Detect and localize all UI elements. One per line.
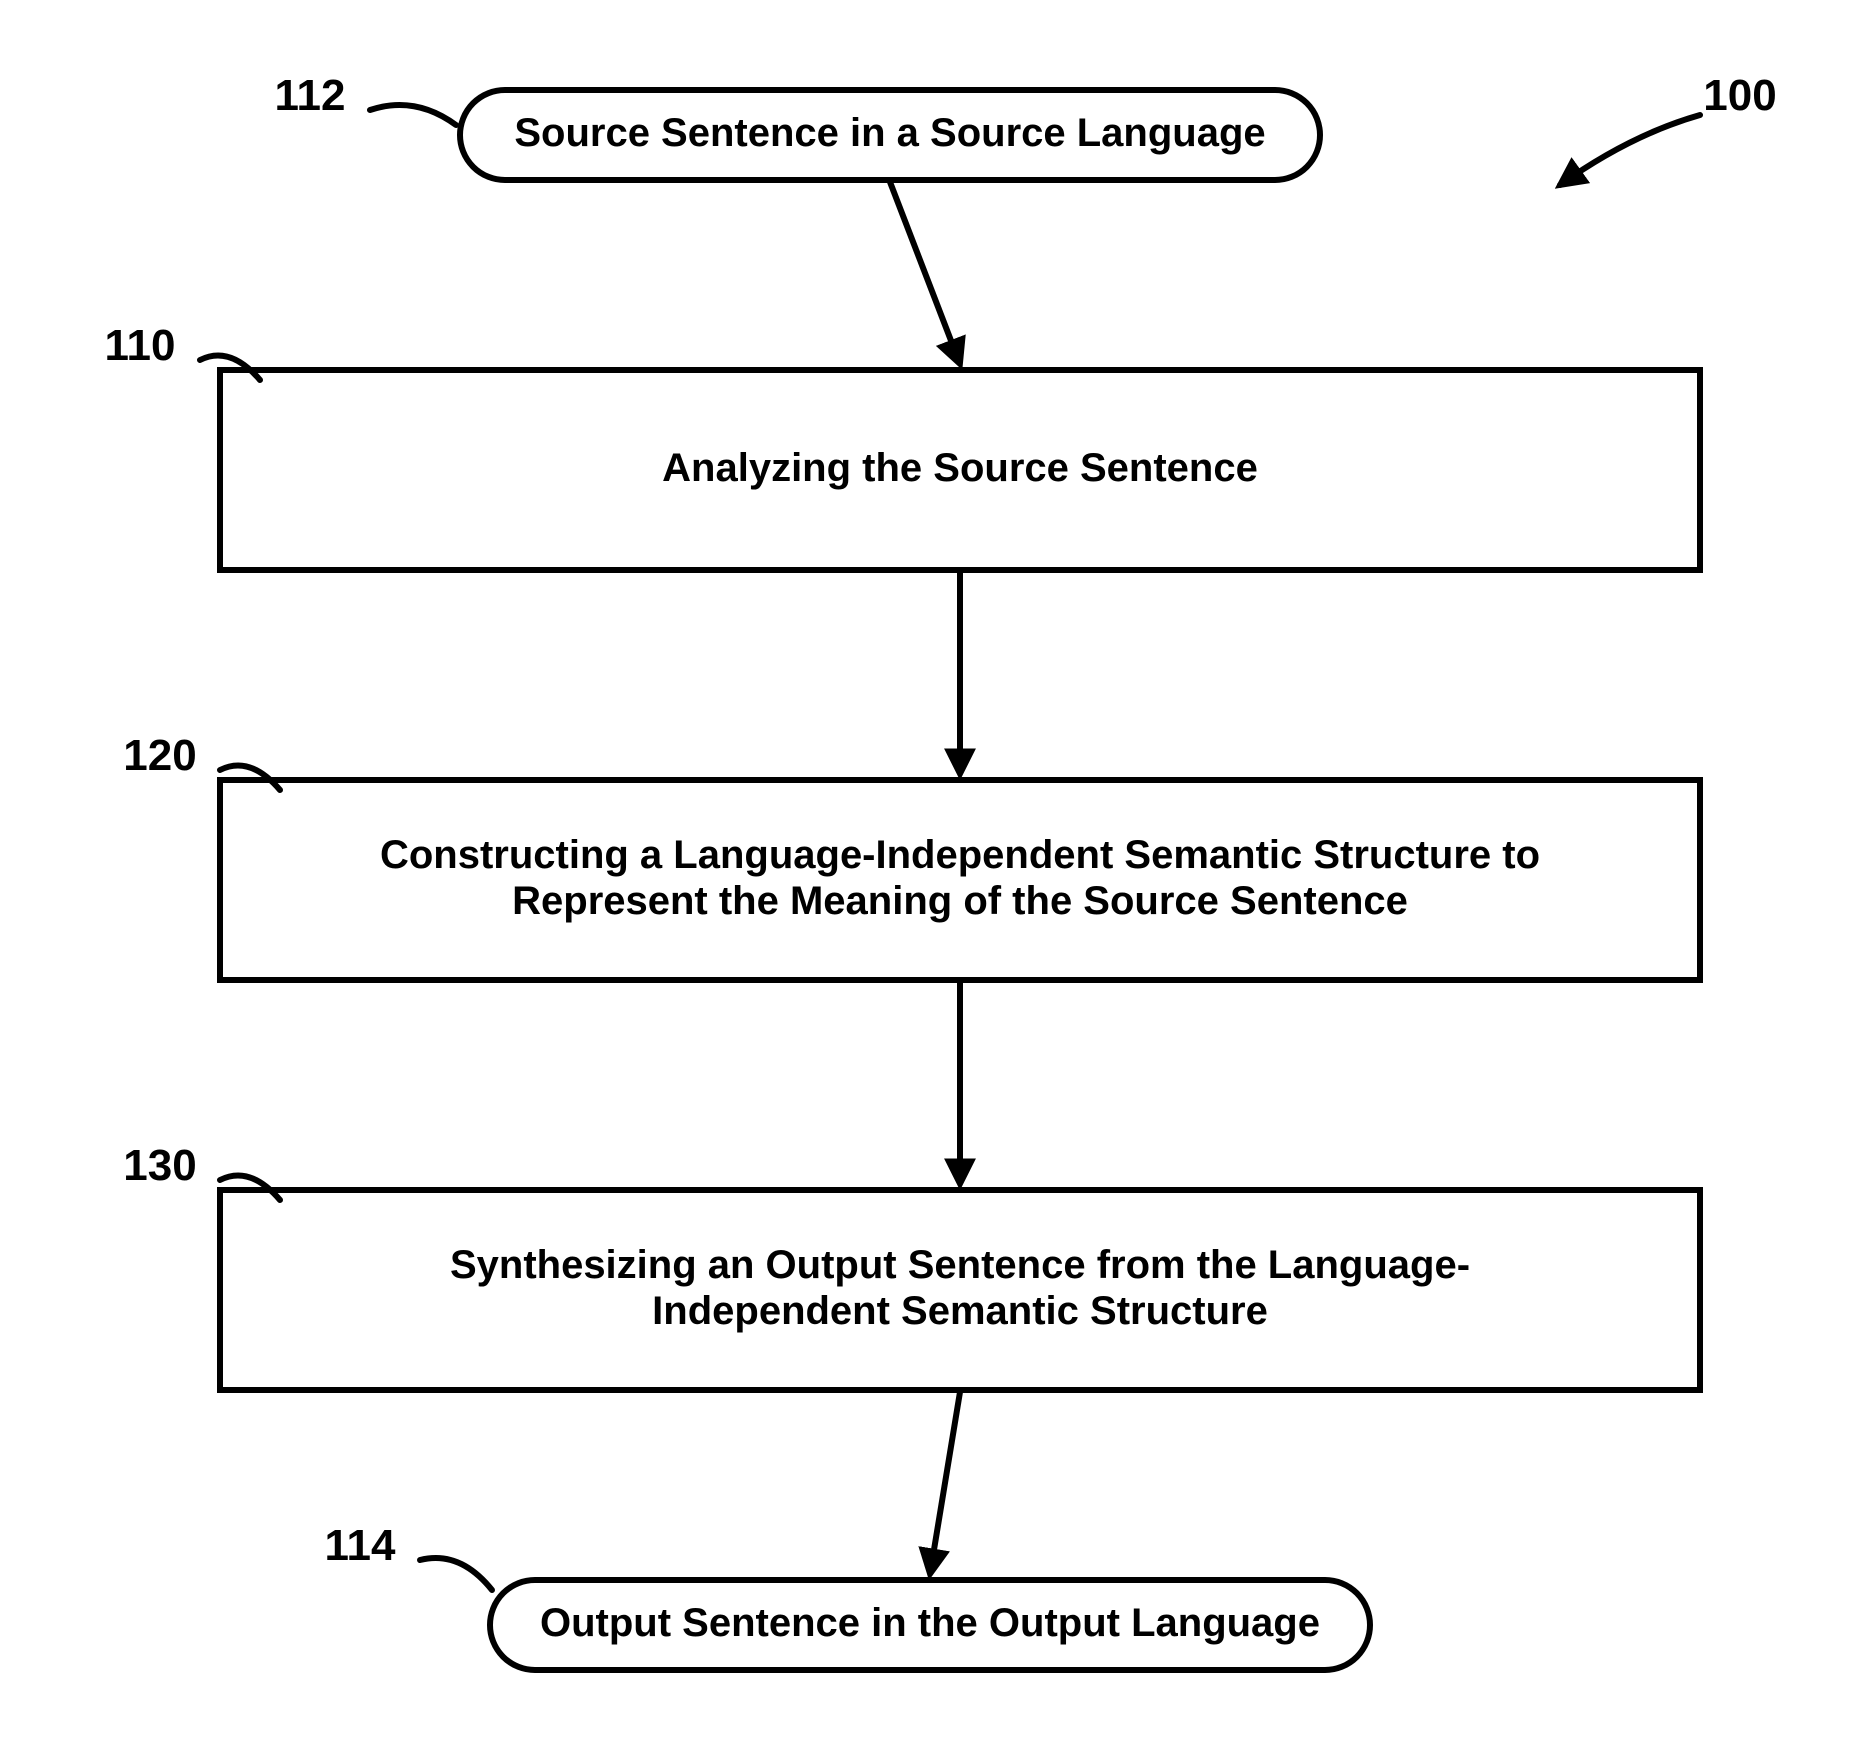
ref-label-112: 112 (275, 71, 346, 120)
leader-112 (370, 105, 456, 125)
node-n114: Output Sentence in the Output Language (490, 1580, 1370, 1670)
node-n112-line-0: Source Sentence in a Source Language (514, 111, 1265, 155)
ref-label-100: 100 (1703, 71, 1776, 120)
node-n112: Source Sentence in a Source Language (460, 90, 1320, 180)
edge-n112-n110 (890, 182, 960, 364)
edge-n130-n114 (930, 1392, 960, 1574)
ref-label-114: 114 (325, 1521, 397, 1570)
leader-100 (1560, 115, 1700, 185)
node-n120: Constructing a Language-Independent Sema… (220, 780, 1700, 980)
node-n110: Analyzing the Source Sentence (220, 370, 1700, 570)
node-n130-line-0: Synthesizing an Output Sentence from the… (450, 1243, 1470, 1287)
node-n120-line-0: Constructing a Language-Independent Sema… (380, 833, 1540, 877)
ref-label-130: 130 (123, 1141, 196, 1190)
node-n130-line-1: Independent Semantic Structure (652, 1289, 1268, 1333)
node-n130: Synthesizing an Output Sentence from the… (220, 1190, 1700, 1390)
node-n114-line-0: Output Sentence in the Output Language (540, 1601, 1320, 1645)
node-n110-line-0: Analyzing the Source Sentence (662, 446, 1258, 490)
node-n120-line-1: Represent the Meaning of the Source Sent… (512, 879, 1408, 923)
leader-114 (420, 1558, 492, 1590)
flowchart: Source Sentence in a Source Language Anal… (0, 0, 1858, 1738)
ref-label-110: 110 (105, 321, 176, 370)
ref-label-120: 120 (123, 731, 196, 780)
